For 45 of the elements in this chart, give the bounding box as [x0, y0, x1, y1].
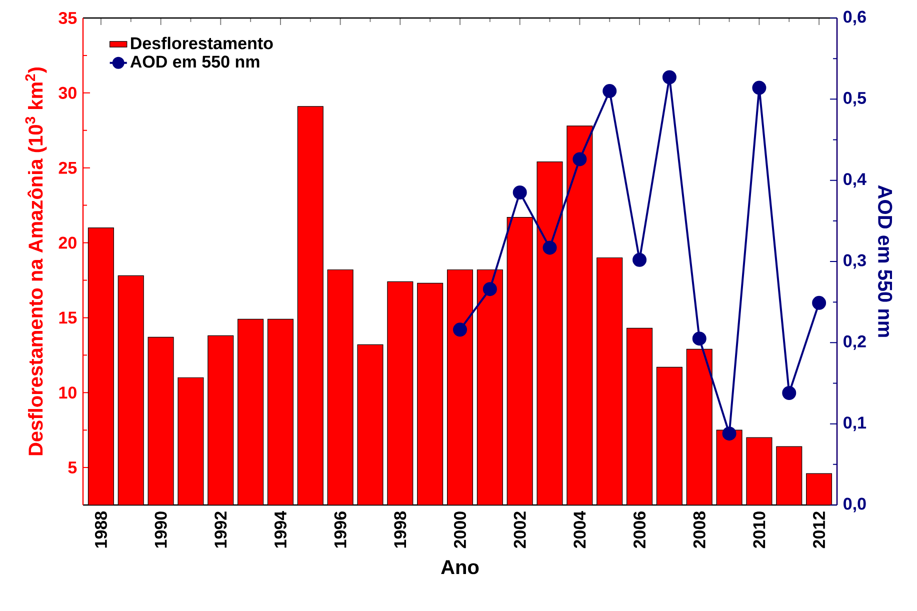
y-tick-label: 20 — [58, 236, 76, 249]
point — [782, 386, 796, 400]
y2-axis-title: AOD em 550 nm — [878, 185, 892, 337]
legend-label: AOD em 550 nm — [130, 56, 260, 68]
y-tick-label: 15 — [59, 312, 77, 324]
x-tick-label: 2010 — [753, 512, 766, 548]
point — [542, 240, 557, 255]
x-tick-label: 2008 — [693, 511, 706, 548]
y2-tick-label: 0,0 — [844, 498, 866, 512]
x-axis-title: Ano — [441, 560, 479, 574]
y2-tick-label: 0,4 — [844, 173, 866, 188]
x-tick-label: 2012 — [813, 512, 826, 548]
y-tick-label: 5 — [68, 462, 77, 474]
x-tick-label: 1992 — [214, 512, 227, 548]
point — [572, 152, 587, 166]
point — [812, 296, 826, 310]
legend-label: Desflorestamento — [131, 36, 273, 50]
y-tick-label: 25 — [58, 162, 77, 174]
x-tick-label: 1998 — [394, 511, 406, 548]
y2-tick-label: 0,3 — [844, 254, 866, 269]
x-tick-label: 1996 — [334, 511, 346, 548]
point — [602, 84, 617, 98]
point — [692, 332, 706, 346]
y-tick-label: 10 — [59, 386, 76, 399]
point — [752, 80, 766, 95]
y2-tick-label: 0,2 — [844, 335, 866, 350]
point — [662, 70, 676, 84]
point — [722, 426, 736, 441]
x-tick-label: 2000 — [454, 512, 466, 548]
x-tick-label: 1990 — [154, 512, 167, 548]
y2-tick-label: 0,6 — [844, 10, 866, 26]
y-axis-title: Desflorestamento na Amazônia (10$^{3}$ km$^{2}$) — [25, 67, 47, 456]
x-tick-label: 2002 — [514, 512, 526, 548]
y2-tick-label: 0,1 — [844, 416, 866, 432]
y2-tick-label: 0,5 — [844, 92, 866, 106]
y-tick-label: 35 — [58, 12, 77, 24]
point — [632, 252, 647, 267]
x-tick-label: 2004 — [574, 510, 586, 548]
x-tick-label: 1994 — [274, 510, 287, 548]
y-tick-label: 30 — [58, 86, 76, 99]
point — [482, 282, 497, 296]
point — [512, 186, 527, 200]
x-tick-label: 2006 — [634, 511, 646, 548]
point — [453, 322, 468, 337]
x-tick-label: 1988 — [94, 511, 107, 548]
